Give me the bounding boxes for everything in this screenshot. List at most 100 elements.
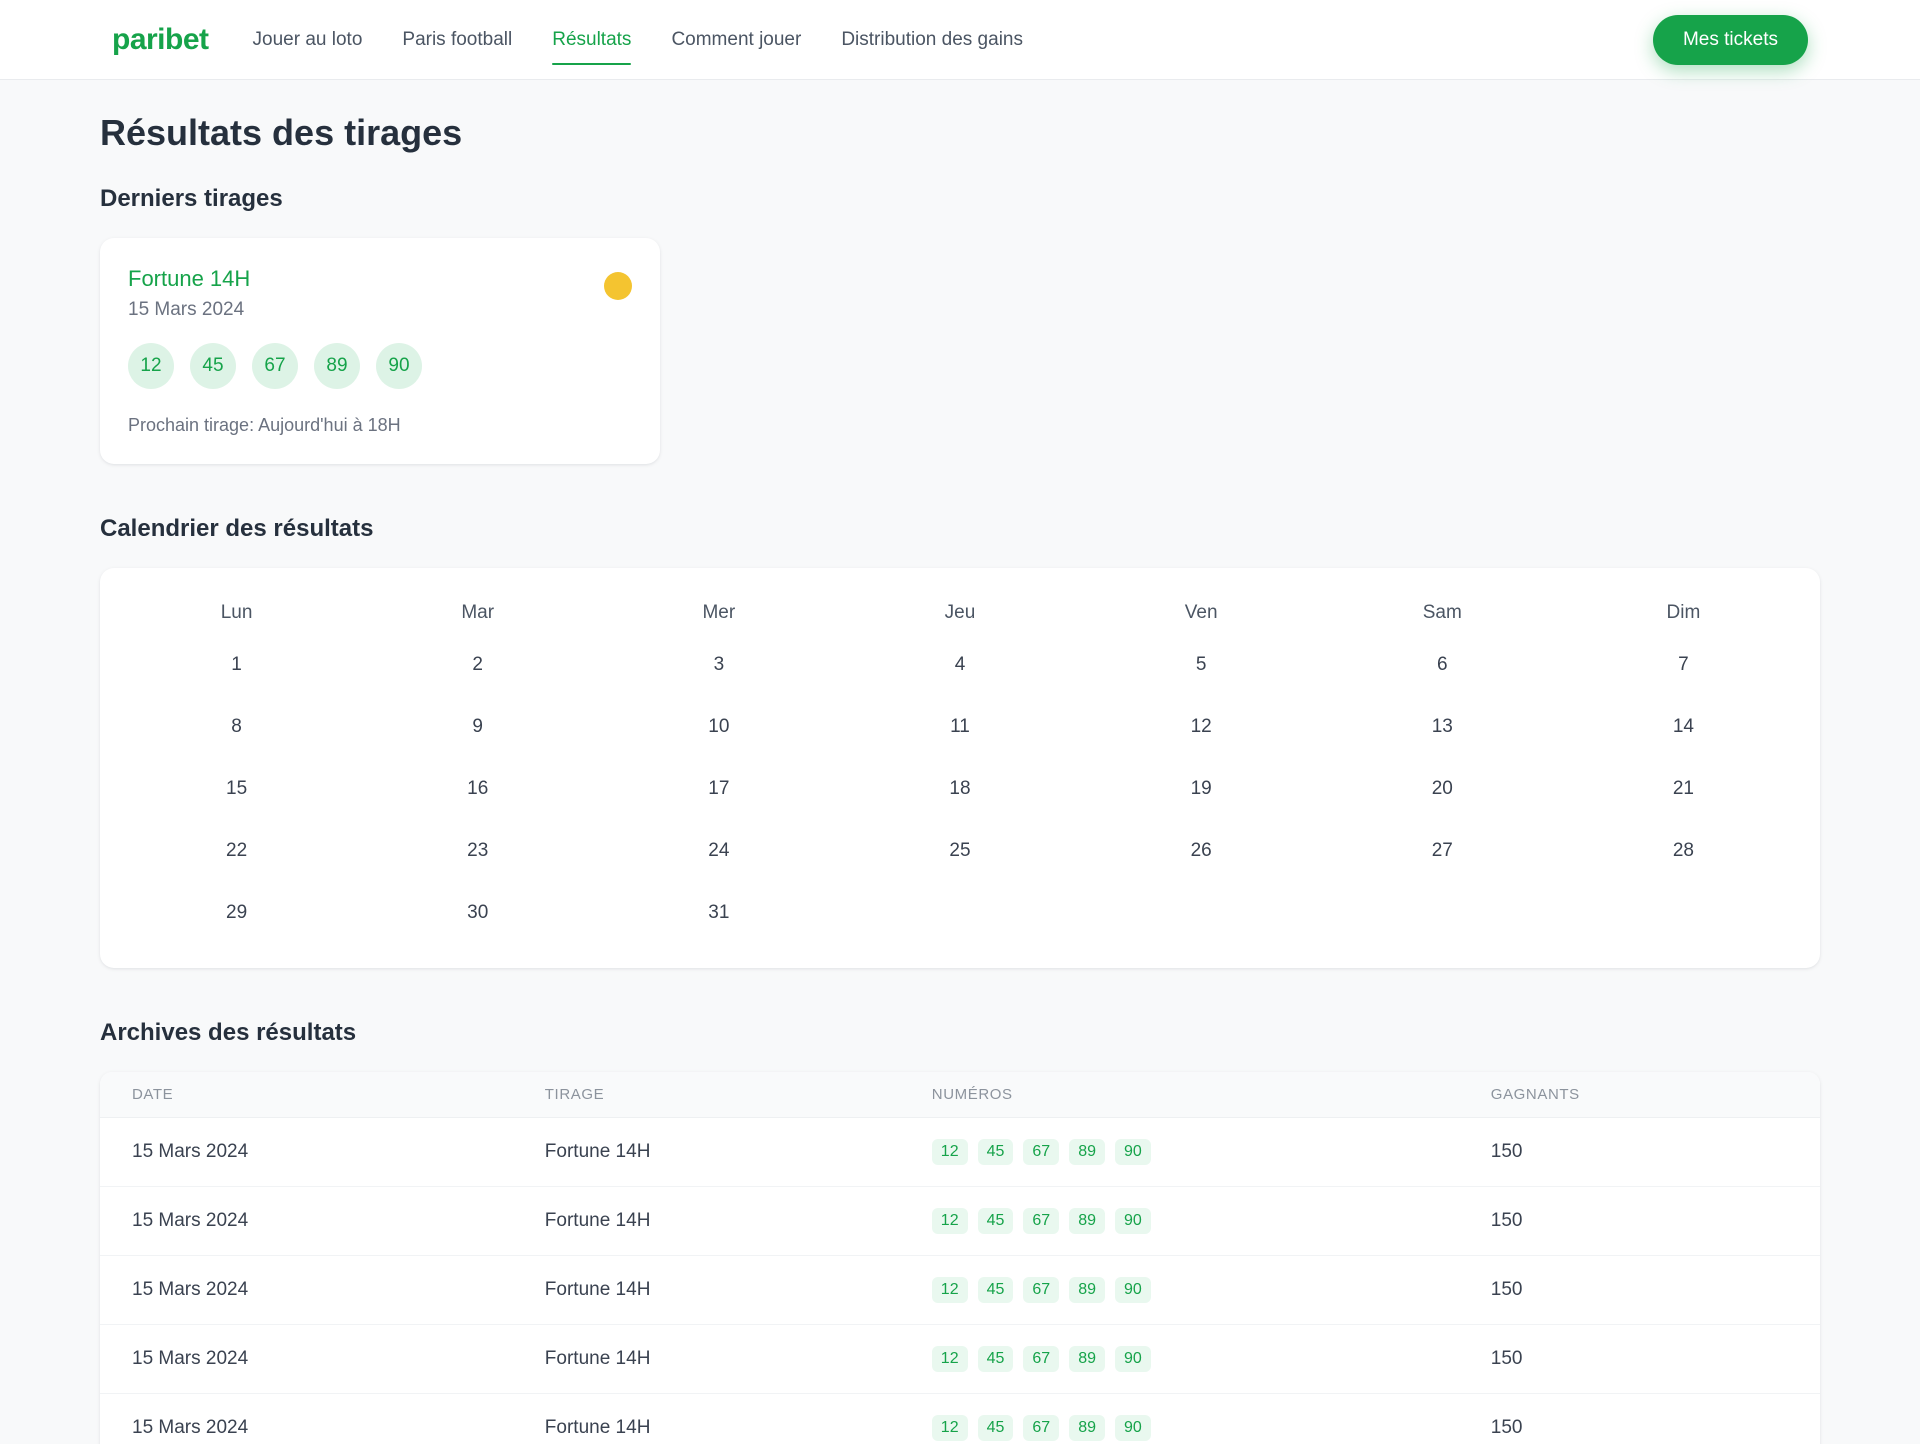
calendar-day-24[interactable]: 24	[708, 840, 730, 861]
column-header-date: DATE	[100, 1072, 513, 1118]
column-header-num-ros: NUMÉROS	[899, 1072, 1459, 1118]
cell-tirage: Fortune 14H	[512, 1393, 900, 1444]
cell-numeros: 12 45 67 89 90	[899, 1186, 1459, 1256]
draw-card-header: Fortune 14H 15 Mars 2024	[128, 266, 632, 321]
number-badge: 89	[1069, 1346, 1105, 1372]
mes-tickets-button[interactable]: Mes tickets	[1652, 14, 1808, 65]
draw-number: 45	[190, 343, 236, 389]
calendar-day-1[interactable]: 1	[231, 654, 242, 675]
table-row: 15 Mars 2024 Fortune 14H 12 45 67 89 90 150	[100, 1324, 1820, 1394]
cell-date: 15 Mars 2024	[100, 1117, 513, 1187]
calendar-day-17[interactable]: 17	[708, 778, 730, 799]
calendar-heading: Calendrier des résultats	[100, 515, 374, 542]
number-badge: 67	[1023, 1346, 1060, 1372]
cell-gagnants: 150	[1458, 1324, 1820, 1394]
calendar-day-26[interactable]: 26	[1190, 840, 1212, 861]
calendar-day-23[interactable]: 23	[467, 840, 489, 861]
draw-title: Fortune 14H	[128, 266, 251, 291]
cell-date: 15 Mars 2024	[100, 1324, 513, 1394]
nav-item-comment-jouer[interactable]: Comment jouer	[671, 28, 802, 50]
calendar-day-empty	[1322, 882, 1563, 944]
number-badge: 12	[931, 1208, 968, 1234]
calendar-day-4[interactable]: 4	[954, 654, 966, 675]
cell-tirage: Fortune 14H	[512, 1324, 900, 1394]
calendar-day-19[interactable]: 19	[1190, 778, 1212, 799]
archives-table-header-row: DATE TIRAGE NUMÉROS GAGNANTS	[100, 1072, 1820, 1118]
number-badges: 12 45 67 89 90	[931, 1346, 1443, 1372]
nav-item-jouer-au-loto[interactable]: Jouer au loto	[252, 28, 363, 50]
calendar-day-13[interactable]: 13	[1431, 716, 1453, 737]
calendar-day-7[interactable]: 7	[1678, 654, 1689, 675]
number-badges: 12 45 67 89 90	[931, 1139, 1443, 1165]
cell-tirage: Fortune 14H	[512, 1186, 900, 1256]
cell-gagnants: 150	[1458, 1186, 1820, 1256]
archives-table-body: 15 Mars 2024 Fortune 14H 12 45 67 89 90 150 15 M…	[100, 1117, 1820, 1444]
draw-numbers: 12 45 67 89 90	[128, 343, 632, 389]
number-badge: 45	[977, 1139, 1014, 1165]
calendar-day-22[interactable]: 22	[226, 840, 248, 861]
nav-item-r-sultats[interactable]: Résultats	[552, 28, 632, 65]
calendar-day-30[interactable]: 30	[467, 902, 489, 923]
cell-numeros: 12 45 67 89 90	[899, 1117, 1459, 1187]
draw-card: Fortune 14H 15 Mars 2024 12 45 67 89 90 Proc…	[100, 238, 660, 464]
calendar-day-16[interactable]: 16	[467, 778, 489, 799]
calendar-day-header-lun: Lun	[220, 602, 253, 623]
archives-heading: Archives des résultats	[100, 1019, 357, 1046]
calendar-section: Calendrier des résultats Lun Mar Mer Jeu Ven…	[100, 514, 1820, 968]
number-badge: 12	[931, 1139, 968, 1165]
calendar-day-9[interactable]: 9	[472, 716, 483, 737]
status-dot-icon	[604, 272, 632, 300]
calendar-day-6[interactable]: 6	[1436, 654, 1448, 675]
next-draw-info: Prochain tirage: Aujourd'hui à 18H	[128, 415, 401, 435]
cell-date: 15 Mars 2024	[100, 1393, 513, 1444]
calendar-day-15[interactable]: 15	[226, 778, 248, 799]
calendar-day-12[interactable]: 12	[1190, 716, 1212, 737]
calendar-day-21[interactable]: 21	[1672, 778, 1694, 799]
nav-item-distribution-des-gains[interactable]: Distribution des gains	[841, 28, 1023, 50]
number-badge: 45	[977, 1415, 1014, 1441]
calendar-day-25[interactable]: 25	[949, 840, 971, 861]
draw-number: 90	[376, 343, 422, 389]
app-header: paribet Jouer au loto Paris football Résul…	[0, 0, 1920, 80]
calendar-grid: Lun Mar Mer Jeu Ven Sam Dim 1 2 3 4 5 6 7 8 9 10 11 12 13 14…	[116, 592, 1804, 944]
cell-numeros: 12 45 67 89 90	[899, 1393, 1459, 1444]
calendar-day-2[interactable]: 2	[472, 654, 483, 675]
page-title: Résultats des tirages	[100, 112, 463, 153]
archives-table-card: DATE TIRAGE NUMÉROS GAGNANTS 15 Mars 2024 Fo…	[100, 1072, 1820, 1444]
calendar-day-31[interactable]: 31	[708, 902, 730, 923]
calendar-day-header-mar: Mar	[461, 602, 495, 623]
calendar-day-27[interactable]: 27	[1431, 840, 1453, 861]
column-header-tirage: TIRAGE	[512, 1072, 900, 1118]
number-badge: 90	[1114, 1346, 1151, 1372]
calendar-day-10[interactable]: 10	[708, 716, 730, 737]
calendar-day-3[interactable]: 3	[713, 654, 725, 675]
archives-table: DATE TIRAGE NUMÉROS GAGNANTS 15 Mars 2024 Fo…	[100, 1072, 1820, 1444]
number-badge: 90	[1114, 1139, 1151, 1165]
calendar-day-5[interactable]: 5	[1195, 654, 1207, 675]
number-badges: 12 45 67 89 90	[931, 1208, 1443, 1234]
calendar-day-29[interactable]: 29	[226, 902, 248, 923]
cell-tirage: Fortune 14H	[512, 1255, 900, 1325]
calendar-day-14[interactable]: 14	[1672, 716, 1694, 737]
number-badge: 45	[977, 1208, 1014, 1234]
number-badge: 90	[1114, 1415, 1151, 1441]
number-badge: 67	[1023, 1139, 1060, 1165]
number-badge: 89	[1069, 1277, 1105, 1303]
calendar-day-28[interactable]: 28	[1672, 840, 1694, 861]
number-badge: 90	[1114, 1277, 1151, 1303]
draw-date: 15 Mars 2024	[128, 299, 245, 320]
number-badge: 67	[1023, 1208, 1060, 1234]
main-content: Résultats des tirages Derniers tirages F…	[100, 80, 1820, 1444]
calendar-day-header-mer: Mer	[702, 602, 736, 623]
draw-card-titles: Fortune 14H 15 Mars 2024	[128, 266, 250, 321]
calendar-day-18[interactable]: 18	[949, 778, 971, 799]
calendar-day-11[interactable]: 11	[950, 716, 970, 737]
latest-draws-section: Derniers tirages Fortune 14H 15 Mars 202…	[100, 184, 1820, 464]
calendar-day-8[interactable]: 8	[231, 716, 242, 737]
logo[interactable]: paribet	[112, 22, 209, 56]
calendar-day-20[interactable]: 20	[1431, 778, 1453, 799]
calendar-day-empty	[839, 882, 1080, 944]
number-badge: 89	[1069, 1415, 1105, 1441]
nav-item-paris-football[interactable]: Paris football	[402, 28, 513, 50]
column-header-gagnants: GAGNANTS	[1458, 1072, 1820, 1118]
